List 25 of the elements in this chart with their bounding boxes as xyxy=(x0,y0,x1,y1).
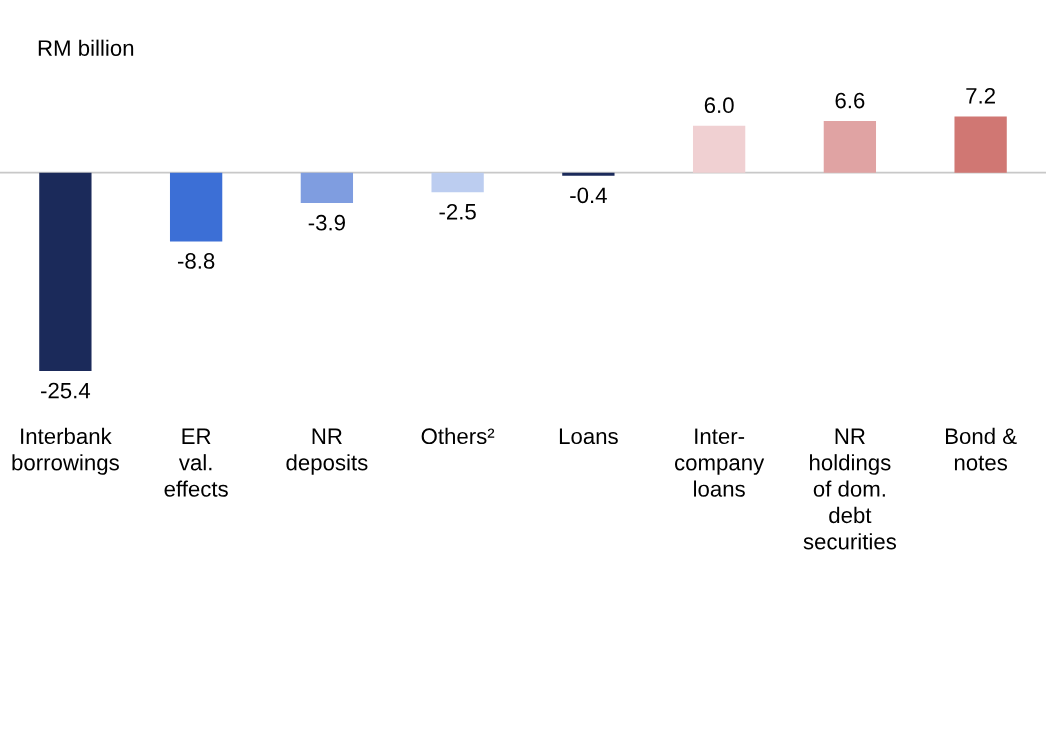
bar xyxy=(39,172,92,372)
data-label: -25.4 xyxy=(41,382,91,399)
data-label: -2.5 xyxy=(439,203,476,220)
data-label: 7.2 xyxy=(966,87,995,104)
bar xyxy=(169,172,223,242)
bar xyxy=(562,172,615,176)
data-label: -0.4 xyxy=(570,187,607,204)
y-axis-title: RM billion xyxy=(38,39,134,56)
x-tick-label: ER val. effects xyxy=(164,428,228,497)
bar xyxy=(823,121,877,173)
bar xyxy=(692,125,746,173)
x-tick-label: Others² xyxy=(421,427,495,445)
x-tick-label: NR deposits xyxy=(286,428,368,475)
bar xyxy=(431,172,484,193)
x-tick-label: NR holdings of dom. debt securities xyxy=(803,428,896,550)
x-tick-label: Interbank borrowings xyxy=(12,427,119,475)
bar xyxy=(300,172,354,204)
data-label: 6.0 xyxy=(704,97,734,114)
data-label: -8.8 xyxy=(177,253,215,269)
bar xyxy=(954,116,1007,173)
data-label: 6.6 xyxy=(835,92,865,109)
x-tick-label: Inter- company loans xyxy=(674,428,765,497)
data-label: -3.9 xyxy=(308,214,345,231)
x-tick-label: Loans xyxy=(559,428,618,445)
x-tick-label: Bond & notes xyxy=(946,427,1017,471)
